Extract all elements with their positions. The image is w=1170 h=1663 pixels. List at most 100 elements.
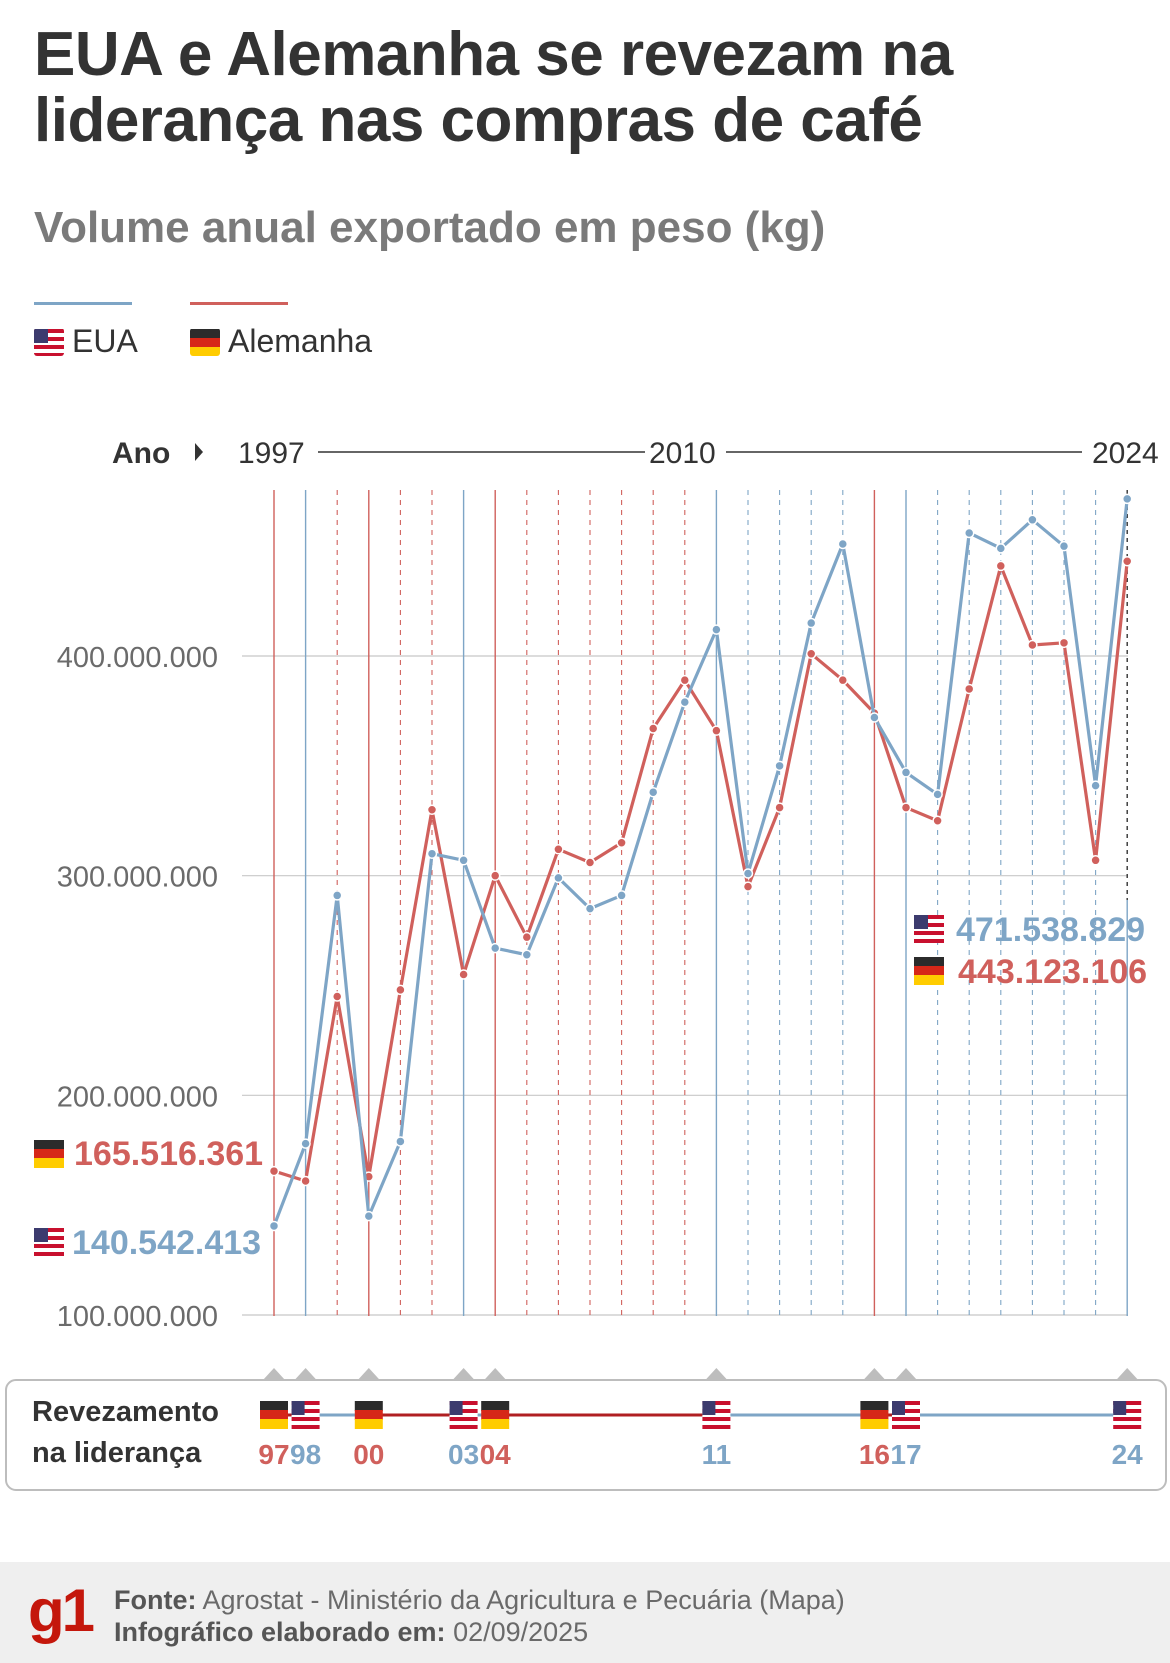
us-flag-icon (291, 1401, 320, 1429)
year-end-label: 2024 (1092, 437, 1159, 470)
triangle-marker-icon (294, 1368, 317, 1380)
data-point-eua (1121, 493, 1133, 505)
page-title: EUA e Alemanha se revezam na liderança n… (34, 20, 953, 155)
data-point-alemanha (837, 674, 849, 686)
first-value-eua: 140.542.413 (72, 1224, 261, 1262)
last-value-alemanha: 443.123.106 (958, 953, 1147, 991)
triangle-marker-icon (484, 1368, 507, 1380)
data-point-alemanha (395, 984, 406, 996)
page-subtitle: Volume anual exportado em peso (kg) (34, 203, 826, 252)
data-point-eua (679, 696, 691, 708)
leadership-panel: Revezamento na liderança 97 98 00 03 04 11 16 1… (5, 1368, 1167, 1491)
germany-flag-icon (860, 1401, 889, 1429)
us-flag-icon (1113, 1401, 1142, 1429)
germany-flag-icon (354, 1401, 383, 1429)
data-point-alemanha (300, 1175, 311, 1187)
data-point-alemanha (489, 870, 501, 881)
date-label: Infográfico elaborado em: (114, 1617, 446, 1647)
y-tick-label: 200.000.000 (57, 1081, 218, 1113)
us-flag-icon (449, 1401, 478, 1429)
us-flag-icon (892, 1401, 920, 1429)
leadership-year-label: 16 (859, 1439, 890, 1470)
us-flag-icon (914, 915, 944, 943)
data-point-alemanha (268, 1165, 280, 1177)
data-point-alemanha (932, 815, 943, 826)
data-point-alemanha (679, 674, 691, 686)
data-point-alemanha (426, 804, 438, 816)
data-point-eua (1027, 514, 1038, 526)
leadership-year-label: 11 (702, 1439, 732, 1470)
last-label-alemanha: 443.123.106 (914, 953, 1147, 991)
last-label-eua: 471.538.829 (914, 911, 1145, 949)
leadership-year-label: 03 (448, 1439, 479, 1470)
year-mid-label: 2010 (649, 437, 716, 470)
data-point-alemanha (1027, 639, 1038, 651)
data-point-eua (268, 1220, 280, 1232)
g1-logo: g1 (28, 1577, 95, 1644)
triangle-marker-icon (705, 1368, 728, 1380)
us-flag-icon (34, 1228, 64, 1256)
legend-alemanha-line (190, 302, 288, 305)
legend-alemanha-label: Alemanha (228, 323, 373, 359)
footer: g1 Fonte: Agrostat - Ministério da Agric… (0, 1562, 1170, 1663)
leadership-label-line1: Revezamento (32, 1396, 219, 1428)
first-value-alemanha: 165.516.361 (74, 1135, 263, 1173)
germany-flag-icon (190, 328, 220, 356)
data-point-alemanha (458, 969, 469, 980)
leadership-label-line2: na liderança (32, 1437, 202, 1469)
data-point-eua (331, 890, 343, 901)
leadership-year-label: 24 (1112, 1439, 1144, 1470)
data-point-alemanha (553, 844, 564, 855)
end-labels: 165.516.361 140.542.413 471.538.829 443.… (34, 911, 1147, 1262)
leadership-items: 97 98 00 03 04 11 16 17 24 (258, 1368, 1143, 1470)
y-tick-label: 100.000.000 (57, 1301, 218, 1333)
year-start-label: 1997 (238, 437, 305, 470)
us-flag-icon (702, 1401, 731, 1429)
data-point-eua (742, 868, 754, 879)
date-text: 02/09/2025 (453, 1617, 589, 1647)
data-point-alemanha (584, 857, 596, 868)
triangle-marker-icon (452, 1368, 475, 1380)
data-point-alemanha (1121, 556, 1133, 567)
germany-flag-icon (914, 957, 944, 985)
line-chart: Ano 1997 2010 2024 100.000.000 200.000.00… (5, 437, 1167, 1491)
source-label: Fonte: (114, 1585, 197, 1615)
legend-alemanha: Alemanha (190, 302, 372, 372)
data-point-alemanha (963, 683, 975, 695)
data-point-eua (363, 1210, 375, 1222)
us-flag-icon (34, 328, 64, 356)
year-axis: Ano 1997 2010 2024 (112, 437, 1159, 470)
data-point-eua (616, 890, 627, 901)
data-point-alemanha (1090, 855, 1101, 866)
triangle-marker-icon (863, 1368, 886, 1380)
data-point-alemanha (742, 881, 754, 892)
data-point-alemanha (647, 723, 659, 734)
data-point-alemanha (331, 991, 343, 1002)
y-tick-label: 400.000.000 (57, 642, 218, 674)
data-point-alemanha (616, 837, 627, 848)
data-point-eua (995, 543, 1007, 554)
data-point-eua (1090, 780, 1101, 791)
y-tick-label: 300.000.000 (57, 862, 218, 894)
data-point-eua (711, 624, 722, 635)
footer-text: Fonte: Agrostat - Ministério da Agricult… (114, 1584, 845, 1648)
series (268, 493, 1133, 1232)
data-point-eua (932, 789, 943, 800)
leadership-year-label: 04 (480, 1439, 512, 1470)
data-point-eua (584, 903, 596, 914)
data-point-alemanha (805, 648, 817, 660)
series-line-alemanha (273, 561, 1129, 1183)
leadership-year-label: 17 (890, 1439, 921, 1470)
data-point-eua (900, 767, 912, 778)
legend-eua-label: EUA (72, 323, 138, 359)
data-point-alemanha (521, 931, 533, 943)
data-point-alemanha (1058, 637, 1070, 649)
data-point-eua (869, 712, 880, 723)
data-point-alemanha (774, 802, 785, 813)
data-point-eua (458, 855, 469, 866)
first-label-eua: 140.542.413 (34, 1224, 261, 1262)
data-point-eua (774, 760, 785, 772)
series-line-eua (272, 498, 1129, 1227)
data-point-eua (647, 786, 659, 798)
data-point-alemanha (995, 560, 1007, 572)
